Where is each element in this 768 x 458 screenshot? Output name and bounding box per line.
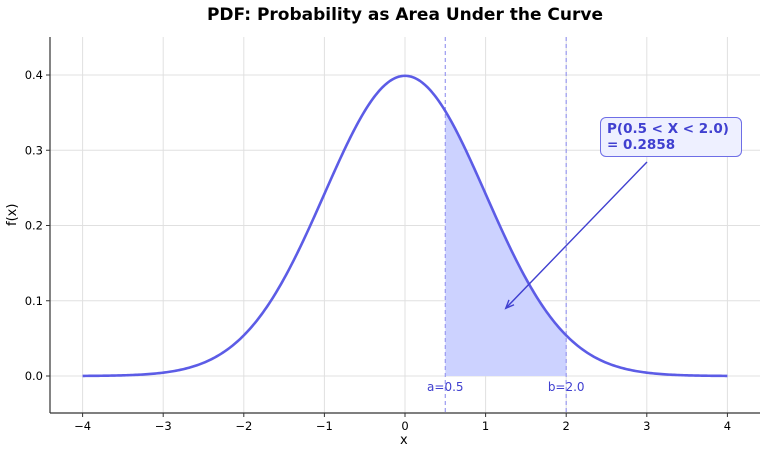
- svg-text:−3: −3: [155, 419, 172, 433]
- svg-text:0.2: 0.2: [25, 219, 43, 233]
- svg-text:1: 1: [482, 419, 489, 433]
- svg-text:−1: −1: [316, 419, 333, 433]
- svg-text:0.4: 0.4: [25, 68, 43, 82]
- svg-text:a=0.5: a=0.5: [427, 380, 464, 394]
- svg-text:b=2.0: b=2.0: [548, 380, 585, 394]
- svg-text:2: 2: [563, 419, 570, 433]
- svg-text:0.3: 0.3: [25, 143, 43, 157]
- tick-labels: −4 −3 −2 −1 0 1 2 3 4 0.0 0.1 0.2 0.3 0.4: [25, 68, 731, 433]
- svg-text:−2: −2: [235, 419, 252, 433]
- probability-annotation: P(0.5 < X < 2.0) = 0.2858: [600, 117, 742, 157]
- pdf-curve: [82, 74, 728, 378]
- bound-lines: a=0.5 b=2.0: [427, 37, 585, 413]
- svg-text:0: 0: [401, 419, 408, 433]
- svg-text:−4: −4: [74, 419, 91, 433]
- shaded-area: [445, 111, 567, 376]
- svg-text:4: 4: [724, 419, 731, 433]
- y-axis-label: f(x): [5, 203, 20, 226]
- svg-text:3: 3: [643, 419, 650, 433]
- chart-title: PDF: Probability as Area Under the Curve: [206, 5, 604, 25]
- svg-text:0.0: 0.0: [25, 369, 43, 383]
- annotation-arrow: [504, 161, 648, 310]
- svg-text:0.1: 0.1: [25, 294, 43, 308]
- grid-lines: [50, 37, 760, 413]
- x-axis-label: x: [400, 433, 408, 448]
